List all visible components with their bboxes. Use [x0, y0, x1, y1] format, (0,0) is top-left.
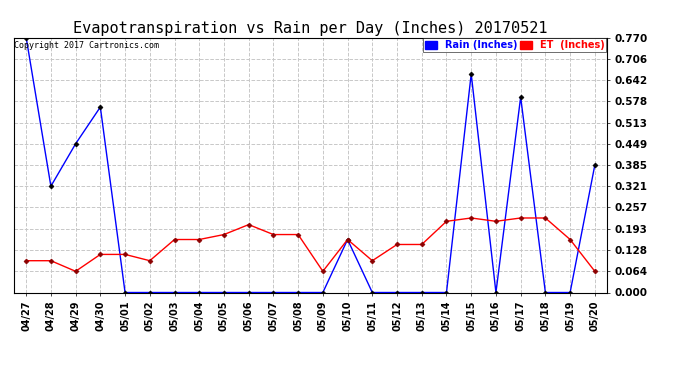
Text: Copyright 2017 Cartronics.com: Copyright 2017 Cartronics.com — [14, 41, 159, 50]
Legend: Rain (Inches), ET  (Inches): Rain (Inches), ET (Inches) — [423, 39, 607, 53]
Title: Evapotranspiration vs Rain per Day (Inches) 20170521: Evapotranspiration vs Rain per Day (Inch… — [73, 21, 548, 36]
